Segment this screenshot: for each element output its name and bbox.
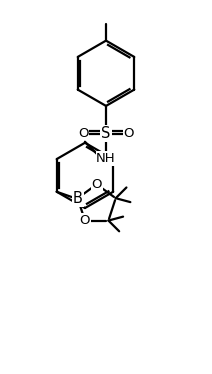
Text: O: O <box>78 127 88 140</box>
Text: B: B <box>73 191 83 206</box>
Text: NH: NH <box>96 152 116 165</box>
Text: S: S <box>101 126 111 141</box>
Text: O: O <box>124 127 134 140</box>
Text: O: O <box>80 214 90 227</box>
Text: O: O <box>91 178 102 191</box>
